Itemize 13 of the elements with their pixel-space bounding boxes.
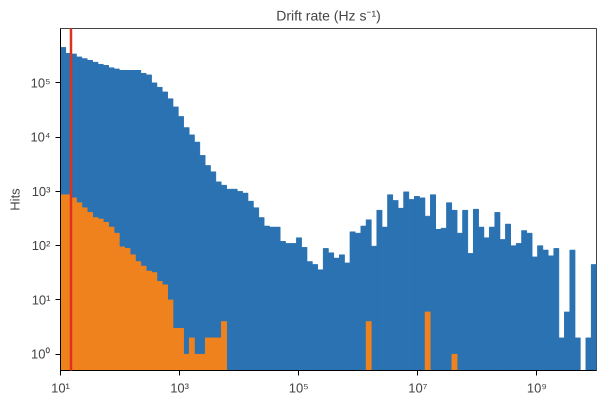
y-tick-label: 10⁰ [31,346,51,362]
x-tick-label: 10⁹ [526,380,547,396]
y-tick-label: 10² [32,238,52,254]
x-tick-label: 10⁷ [408,380,428,396]
x-tick-label: 10³ [170,380,190,396]
y-tick-label: 10⁵ [30,75,51,90]
y-tick-label: 10³ [32,184,52,199]
y-tick-label: 10⁴ [30,130,50,145]
x-tick-label: 10⁵ [288,380,309,396]
chart-title: Drift rate (Hz s⁻¹) [276,8,381,24]
y-tick-label: 10¹ [32,292,52,308]
x-tick-label: 10¹ [51,380,71,396]
y-axis-title: Hits [7,188,22,211]
